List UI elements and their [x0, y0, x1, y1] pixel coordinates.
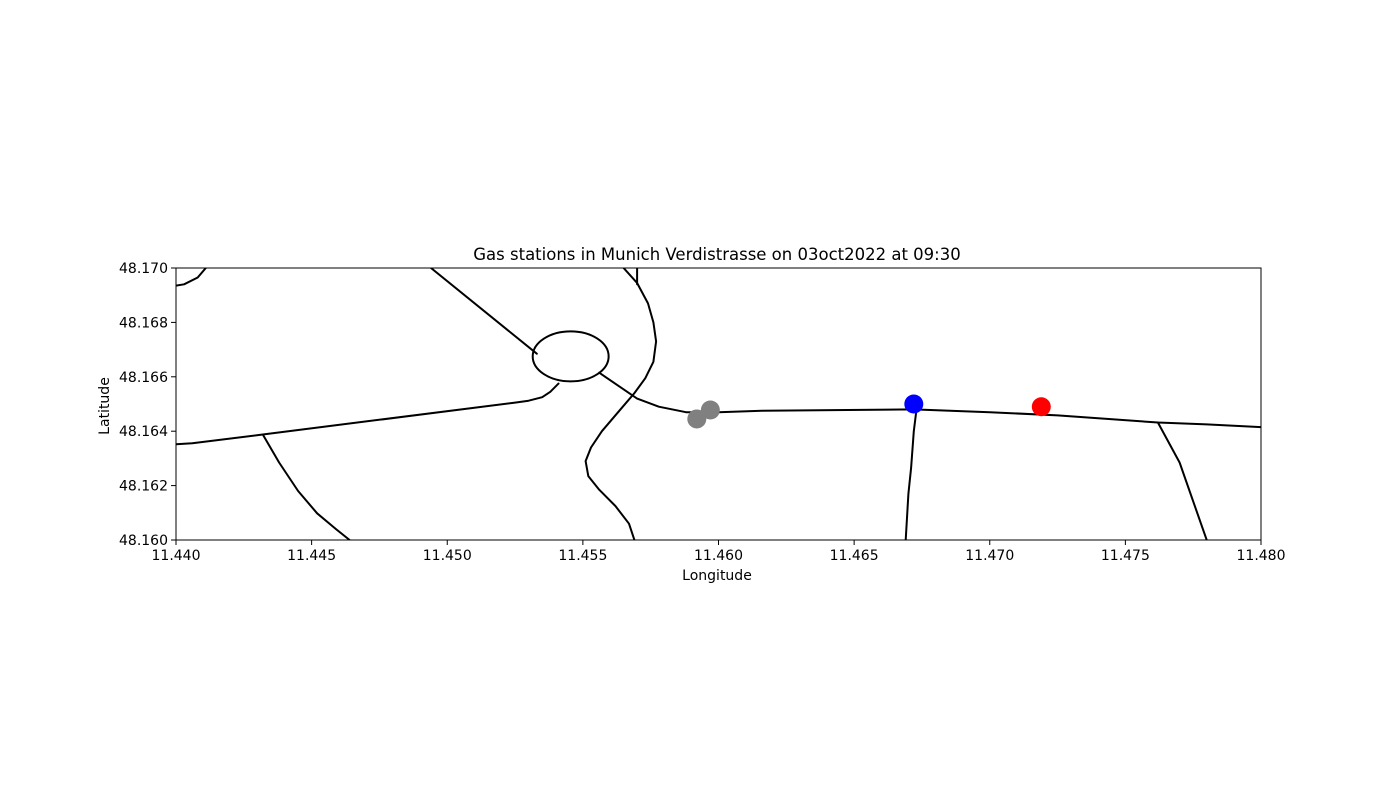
x-tick-label: 11.460	[694, 548, 743, 564]
chart-title: Gas stations in Munich Verdistrasse on 0…	[473, 245, 960, 264]
road-3	[176, 382, 560, 446]
gas-station-marker-1	[687, 409, 707, 429]
x-tick-label: 11.440	[152, 548, 201, 564]
y-tick-label: 48.170	[119, 261, 168, 277]
x-tick-label: 11.470	[965, 548, 1014, 564]
plot-frame	[175, 267, 1262, 541]
road-1	[176, 268, 207, 287]
y-axis: 48.160 48.162 48.164 48.166 48.168 48.170	[119, 261, 176, 549]
y-tick-label: 48.162	[119, 479, 168, 495]
road-8	[904, 408, 918, 540]
road-5	[584, 268, 658, 540]
x-tick-label: 11.450	[423, 548, 472, 564]
x-tick-label: 11.475	[1101, 548, 1150, 564]
y-tick-label: 48.168	[119, 315, 168, 331]
x-tick-label: 11.445	[287, 548, 336, 564]
roundabout	[531, 330, 610, 383]
y-tick-label: 48.166	[119, 370, 168, 386]
x-tick-label: 11.480	[1237, 548, 1286, 564]
y-tick-label: 48.160	[119, 533, 168, 549]
gas-station-marker-3	[904, 394, 924, 414]
road-9	[1156, 421, 1208, 540]
road-2	[430, 268, 538, 355]
gas-station-marker-2	[700, 400, 720, 420]
x-axis: 11.440 11.445 11.450 11.455 11.460 11.465 11.4…	[152, 540, 1286, 564]
y-axis-label: Latitude	[97, 377, 113, 435]
x-axis-label: Longitude	[682, 568, 752, 584]
road-network	[176, 268, 1261, 540]
road-7	[598, 371, 1261, 429]
x-tick-label: 11.465	[830, 548, 879, 564]
gas-station-markers	[687, 394, 1051, 429]
road-4	[261, 433, 351, 540]
x-tick-label: 11.455	[558, 548, 607, 564]
gas-station-marker-4	[1031, 397, 1051, 417]
y-tick-label: 48.164	[119, 424, 168, 440]
